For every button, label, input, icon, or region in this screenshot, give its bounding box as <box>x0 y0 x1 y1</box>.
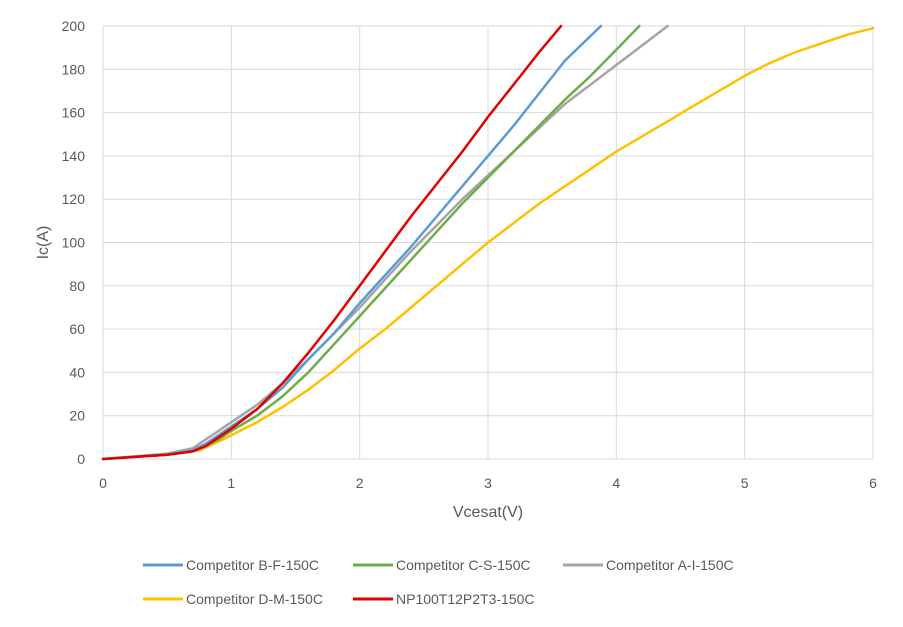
x-tick-label: 5 <box>741 475 749 491</box>
series-line <box>101 24 669 461</box>
y-tick-label: 0 <box>77 451 85 467</box>
legend-label: Competitor C-S-150C <box>396 557 531 573</box>
y-axis-title: Ic(A) <box>35 226 52 260</box>
y-tick-label: 140 <box>62 148 86 164</box>
x-tick-label: 2 <box>356 475 364 491</box>
y-tick-label: 80 <box>69 278 85 294</box>
legend-label: Competitor B-F-150C <box>186 557 319 573</box>
y-tick-label: 180 <box>62 61 86 77</box>
x-tick-label: 3 <box>484 475 492 491</box>
series-line <box>101 26 875 461</box>
chart-legend: Competitor B-F-150C Competitor C-S-150C Co… <box>143 557 734 607</box>
chart-series <box>101 24 875 461</box>
x-tick-label: 4 <box>612 475 620 491</box>
y-tick-label: 20 <box>69 408 85 424</box>
x-tick-label: 0 <box>99 475 107 491</box>
x-tick-label: 6 <box>869 475 877 491</box>
y-tick-label: 100 <box>62 235 86 251</box>
x-axis-title: Vcesat(V) <box>453 504 523 521</box>
series-line <box>101 24 603 461</box>
series-line <box>101 24 563 461</box>
y-tick-label: 120 <box>62 191 86 207</box>
x-tick-label: 1 <box>227 475 235 491</box>
legend-label: NP100T12P2T3-150C <box>396 591 535 607</box>
y-tick-label: 40 <box>69 364 85 380</box>
y-tick-label: 200 <box>62 18 86 34</box>
y-tick-label: 60 <box>69 321 85 337</box>
legend-label: Competitor D-M-150C <box>186 591 323 607</box>
y-tick-label: 160 <box>62 105 86 121</box>
legend-label: Competitor A-I-150C <box>606 557 734 573</box>
